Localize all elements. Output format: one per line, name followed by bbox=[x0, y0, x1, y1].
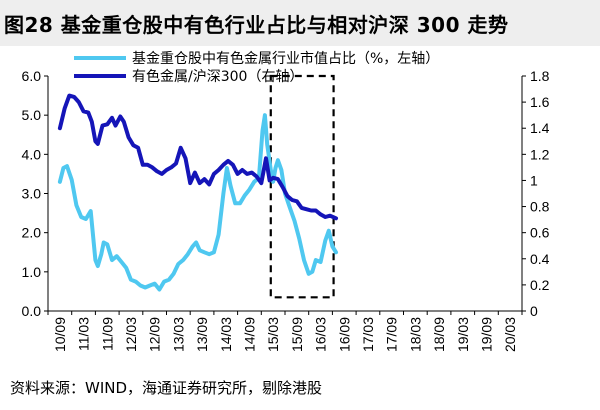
y-left-tick-label: 5.0 bbox=[22, 107, 42, 123]
y-left-tick-label: 6.0 bbox=[22, 68, 42, 84]
x-tick-label: 14/09 bbox=[241, 317, 257, 352]
legend: 基金重仓股中有色金属行业市值占比（%，左轴）有色金属/沪深300（右轴） bbox=[74, 50, 439, 85]
y-right-tick-label: 0.8 bbox=[530, 199, 550, 215]
x-tick-label: 15/03 bbox=[265, 317, 281, 352]
title-bar: 图28 基金重仓股中有色行业占比与相对沪深 300 走势 bbox=[0, 0, 600, 46]
legend-label: 基金重仓股中有色金属行业市值占比（%，左轴） bbox=[132, 50, 439, 67]
series-line-left bbox=[57, 113, 338, 292]
axes bbox=[44, 75, 526, 315]
y-right-tick-label: 1.8 bbox=[530, 68, 550, 84]
x-tick-label: 16/03 bbox=[313, 317, 329, 352]
y-right-tick-label: 0 bbox=[530, 303, 538, 319]
x-tick-label: 14/03 bbox=[218, 317, 234, 352]
x-tick-label: 12/09 bbox=[147, 317, 163, 352]
highlight-box-layer bbox=[269, 74, 335, 299]
source-note: 资料来源：WIND，海通证券研究所，剔除港股 bbox=[10, 379, 323, 397]
x-tick-label: 12/03 bbox=[123, 317, 139, 352]
x-tick-label: 18/09 bbox=[431, 317, 447, 352]
x-tick-label: 17/03 bbox=[360, 317, 376, 352]
x-tick-label: 11/03 bbox=[76, 317, 92, 351]
x-tick-label: 20/03 bbox=[502, 317, 518, 352]
x-tick-label: 10/09 bbox=[52, 317, 68, 352]
tick-labels: 0.0 1.0 2.0 3.0 4.0 5.0 6.0 0 0.2 0.4 0.6 0.8 1 1.2 1.… bbox=[22, 68, 550, 352]
series-lines bbox=[57, 93, 338, 292]
x-tick-label: 13/03 bbox=[170, 317, 186, 352]
x-tick-label: 11/09 bbox=[99, 317, 115, 351]
y-right-tick-label: 1.4 bbox=[530, 120, 550, 136]
series-line-right bbox=[57, 93, 338, 221]
legend-label: 有色金属/沪深300（右轴） bbox=[132, 68, 303, 85]
x-tick-label: 19/09 bbox=[478, 317, 494, 352]
y-right-tick-label: 1 bbox=[530, 172, 538, 188]
x-tick-label: 18/03 bbox=[407, 317, 423, 352]
highlight-box bbox=[269, 74, 335, 299]
x-tick-label: 19/03 bbox=[455, 317, 471, 352]
y-right-tick-label: 1.6 bbox=[530, 94, 550, 110]
x-tick-label: 15/09 bbox=[289, 317, 305, 352]
chart: 0.0 1.0 2.0 3.0 4.0 5.0 6.0 0 0.2 0.4 0.6 0.8 1 1.2 1.… bbox=[22, 50, 550, 352]
y-right-tick-label: 0.2 bbox=[530, 277, 550, 293]
y-right-tick-label: 1.2 bbox=[530, 146, 550, 162]
y-left-tick-label: 4.0 bbox=[22, 146, 42, 162]
x-tick-label: 17/09 bbox=[384, 317, 400, 352]
y-left-tick-label: 2.0 bbox=[22, 225, 42, 241]
chart-title: 图28 基金重仓股中有色行业占比与相对沪深 300 走势 bbox=[4, 13, 509, 37]
y-left-tick-label: 1.0 bbox=[22, 264, 42, 280]
y-left-tick-label: 3.0 bbox=[22, 186, 42, 202]
y-right-tick-label: 0.4 bbox=[530, 251, 550, 267]
y-left-tick-label: 0.0 bbox=[22, 303, 42, 319]
x-tick-label: 16/09 bbox=[336, 317, 352, 352]
y-right-tick-label: 0.6 bbox=[530, 225, 550, 241]
x-tick-label: 13/09 bbox=[194, 317, 210, 352]
